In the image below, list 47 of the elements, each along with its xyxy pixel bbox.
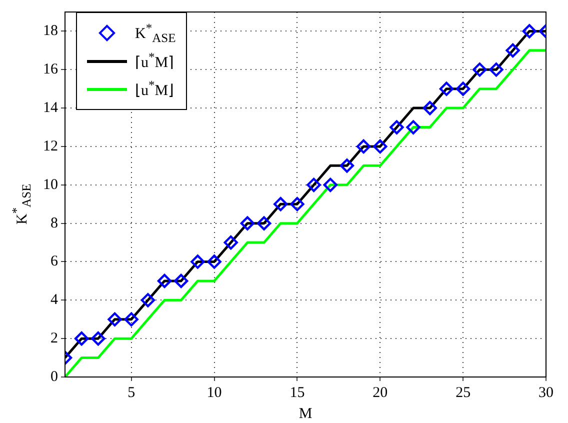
y-tick-label: 8 [50,215,58,232]
point [472,62,487,77]
point [356,139,371,154]
point [108,312,122,326]
x-tick-label: 15 [290,384,305,401]
point [74,331,89,346]
x-tick-label: 10 [206,384,222,401]
x-tick-label: 20 [372,384,388,401]
y-tick-label: 0 [50,368,58,385]
point [224,235,238,250]
y-tick-label: 18 [43,23,58,40]
point [506,43,520,58]
point [240,216,255,230]
point [140,293,156,308]
x-tick-label: 25 [456,384,471,401]
point [323,178,338,192]
legend-label: ⌊u$^{*}$M⌋ [135,78,174,100]
y-tick-label: 6 [50,254,58,270]
x-tick-label: 30 [538,384,554,401]
y-tick-label: 4 [50,292,58,308]
y-tick-label: 2 [50,330,58,347]
point [91,331,106,346]
point [373,139,388,154]
x-tick-label: 5 [128,384,136,401]
point [390,120,404,134]
point [456,82,470,96]
point [274,197,288,212]
point [306,178,321,192]
point [422,100,437,116]
point [256,216,272,230]
y-tick-label: 14 [43,100,58,116]
y-tick-label: 16 [43,62,58,78]
y-tick-label: 12 [43,138,58,154]
legend-label: ⌈u$^{*}$M⌉ [135,50,174,72]
point [406,120,420,134]
point [124,312,138,326]
point [157,274,172,288]
point [522,24,537,38]
point [340,158,354,173]
point [207,254,222,269]
y-tick-label: 10 [43,176,58,193]
point [439,82,454,96]
x-axis-title: M [298,406,312,422]
point [190,254,205,269]
point [489,62,504,77]
point [290,197,304,212]
point [174,274,188,288]
